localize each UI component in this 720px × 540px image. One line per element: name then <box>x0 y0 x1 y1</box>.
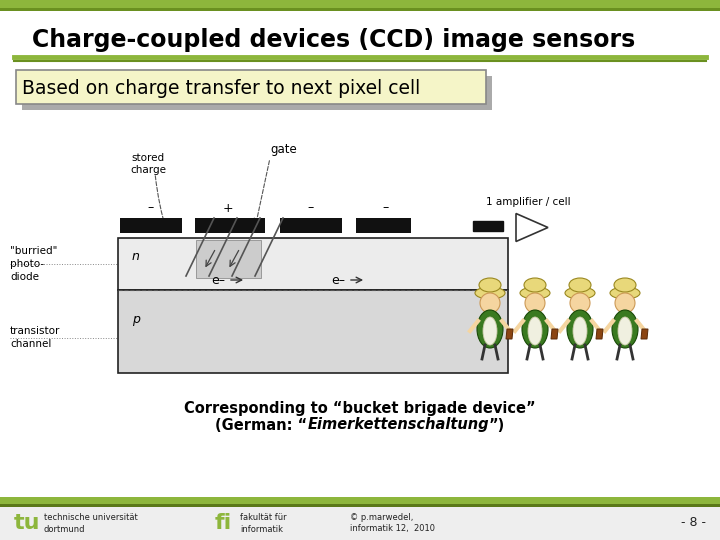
Ellipse shape <box>475 287 505 299</box>
Text: gate: gate <box>270 144 297 157</box>
Polygon shape <box>506 329 513 339</box>
Text: dortmund: dortmund <box>44 524 86 534</box>
Circle shape <box>615 293 635 313</box>
Bar <box>0 504 720 507</box>
Bar <box>118 238 508 290</box>
Text: fakultät für: fakultät für <box>240 514 287 523</box>
Text: –: – <box>148 201 154 214</box>
Ellipse shape <box>524 278 546 292</box>
Text: e–: e– <box>331 273 345 287</box>
Ellipse shape <box>567 310 593 348</box>
Text: informatik 12,  2010: informatik 12, 2010 <box>350 524 435 534</box>
Circle shape <box>525 293 545 313</box>
Ellipse shape <box>618 317 632 345</box>
Ellipse shape <box>483 317 497 345</box>
Bar <box>22 76 492 110</box>
Ellipse shape <box>614 278 636 292</box>
Bar <box>195 218 265 233</box>
Circle shape <box>480 293 500 313</box>
Ellipse shape <box>522 310 548 348</box>
Ellipse shape <box>569 278 591 292</box>
Text: informatik: informatik <box>240 524 283 534</box>
Polygon shape <box>596 329 603 339</box>
Text: –: – <box>308 201 314 214</box>
Text: fi: fi <box>215 513 233 533</box>
Text: - 8 -: - 8 - <box>681 516 706 530</box>
Bar <box>118 290 508 373</box>
Bar <box>356 218 411 233</box>
Bar <box>280 218 342 233</box>
Text: tu: tu <box>14 513 40 533</box>
Text: Charge-coupled devices (CCD) image sensors: Charge-coupled devices (CCD) image senso… <box>32 28 635 52</box>
Text: stored
charge: stored charge <box>130 153 166 174</box>
Text: p: p <box>132 314 140 327</box>
Bar <box>120 218 182 233</box>
Bar <box>196 240 261 278</box>
Text: (German: “: (German: “ <box>215 417 307 433</box>
Ellipse shape <box>610 287 640 299</box>
Bar <box>0 8 720 11</box>
Bar <box>473 221 503 231</box>
Text: Corresponding to “bucket brigade device”: Corresponding to “bucket brigade device” <box>184 401 536 415</box>
Text: –: – <box>383 201 389 214</box>
Text: n: n <box>132 249 140 262</box>
Text: "burried"
photo-
diode: "burried" photo- diode <box>10 246 58 282</box>
Text: transistor
channel: transistor channel <box>10 326 60 349</box>
Ellipse shape <box>565 287 595 299</box>
Bar <box>0 497 720 504</box>
Text: e–: e– <box>211 273 225 287</box>
Polygon shape <box>641 329 648 339</box>
Polygon shape <box>516 213 548 241</box>
Text: Based on charge transfer to next pixel cell: Based on charge transfer to next pixel c… <box>22 78 420 98</box>
Text: technische universität: technische universität <box>44 514 138 523</box>
Ellipse shape <box>479 278 501 292</box>
Bar <box>0 0 720 8</box>
Ellipse shape <box>477 310 503 348</box>
Circle shape <box>570 293 590 313</box>
Text: +: + <box>222 201 233 214</box>
Ellipse shape <box>573 317 587 345</box>
Ellipse shape <box>520 287 550 299</box>
Text: 1 amplifier / cell: 1 amplifier / cell <box>486 197 571 207</box>
Ellipse shape <box>528 317 542 345</box>
Text: Eimerkettenschaltung: Eimerkettenschaltung <box>307 417 489 433</box>
Bar <box>16 70 486 104</box>
Ellipse shape <box>612 310 638 348</box>
Bar <box>0 507 720 540</box>
Text: ”): ”) <box>489 417 505 433</box>
Text: © p.marwedel,: © p.marwedel, <box>350 514 413 523</box>
Polygon shape <box>551 329 558 339</box>
